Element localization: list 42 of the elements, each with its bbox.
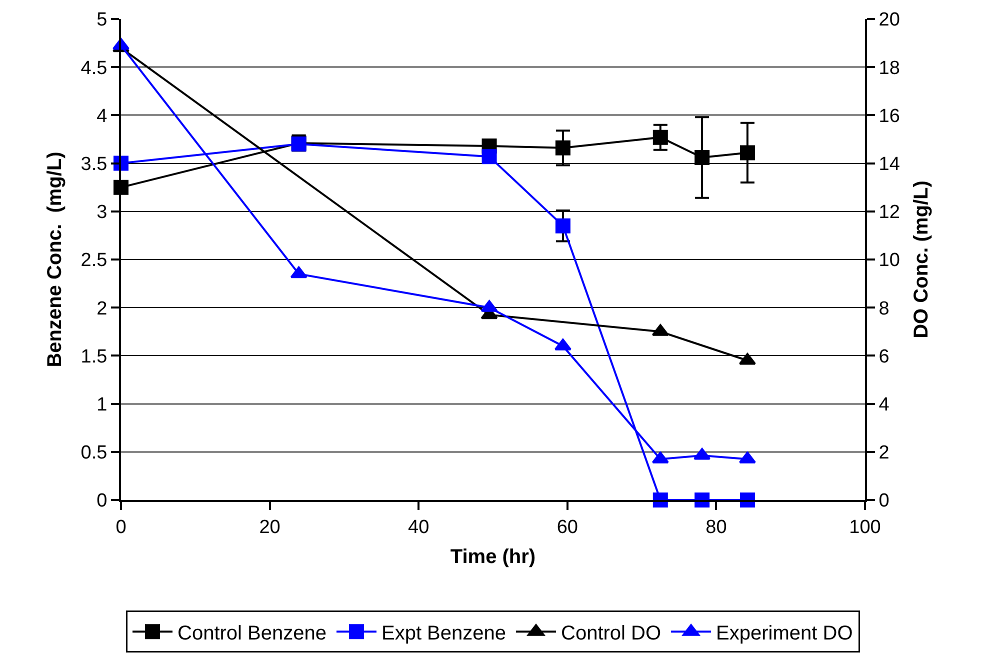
y2-tick-label: 8 (878, 298, 890, 320)
y-tick-label: 1.5 (80, 346, 108, 368)
y2-tick-label: 0 (878, 490, 890, 512)
y2-tick-label: 18 (878, 58, 900, 79)
y-tick-label: 4.5 (80, 58, 108, 79)
y-tick-label: 4 (96, 106, 108, 127)
point (694, 150, 710, 166)
point (652, 130, 668, 145)
y-tick-label: 5 (96, 10, 108, 31)
y-tick-label: 3 (96, 202, 108, 224)
x-tick-label: 60 (556, 516, 578, 538)
x-axis-title: Time (hr) (450, 546, 536, 568)
y2-tick-label: 16 (878, 106, 900, 127)
x-tick-label: 20 (259, 516, 280, 538)
y-tick-label: 2.5 (80, 250, 108, 272)
y2-tick-label: 4 (878, 394, 890, 416)
x-tick-label: 100 (849, 516, 881, 538)
y-tick-label: 3.5 (80, 154, 108, 175)
legend-label: Experiment DO (716, 622, 853, 644)
legend-label: Expt Benzene (381, 622, 506, 644)
y-tick-label: 0 (96, 490, 108, 512)
y-tick-label: 1 (96, 394, 108, 416)
point (555, 140, 570, 156)
y2-tick-label: 6 (878, 346, 890, 368)
point (482, 149, 497, 164)
x-tick-label: 0 (116, 516, 126, 538)
x-tick-label: 40 (408, 516, 430, 538)
y2-tick-label: 2 (878, 442, 890, 464)
y-axis-title: Benzene Conc. (mg/L) (44, 152, 66, 368)
y2-axis-title: DO Conc. (mg/L) (910, 180, 932, 338)
x-tick-label: 80 (706, 516, 727, 538)
y2-tick-label: 12 (878, 202, 900, 224)
legend-label: Control Benzene (178, 622, 326, 644)
y2-tick-label: 14 (878, 154, 900, 175)
point (555, 218, 570, 234)
y-tick-label: 2 (96, 298, 108, 320)
y2-tick-label: 10 (878, 250, 900, 272)
y2-tick-label: 20 (878, 10, 900, 31)
legend-label: Control DO (561, 622, 662, 644)
point (740, 145, 755, 160)
point (290, 266, 308, 278)
y-tick-label: 0.5 (80, 442, 108, 464)
